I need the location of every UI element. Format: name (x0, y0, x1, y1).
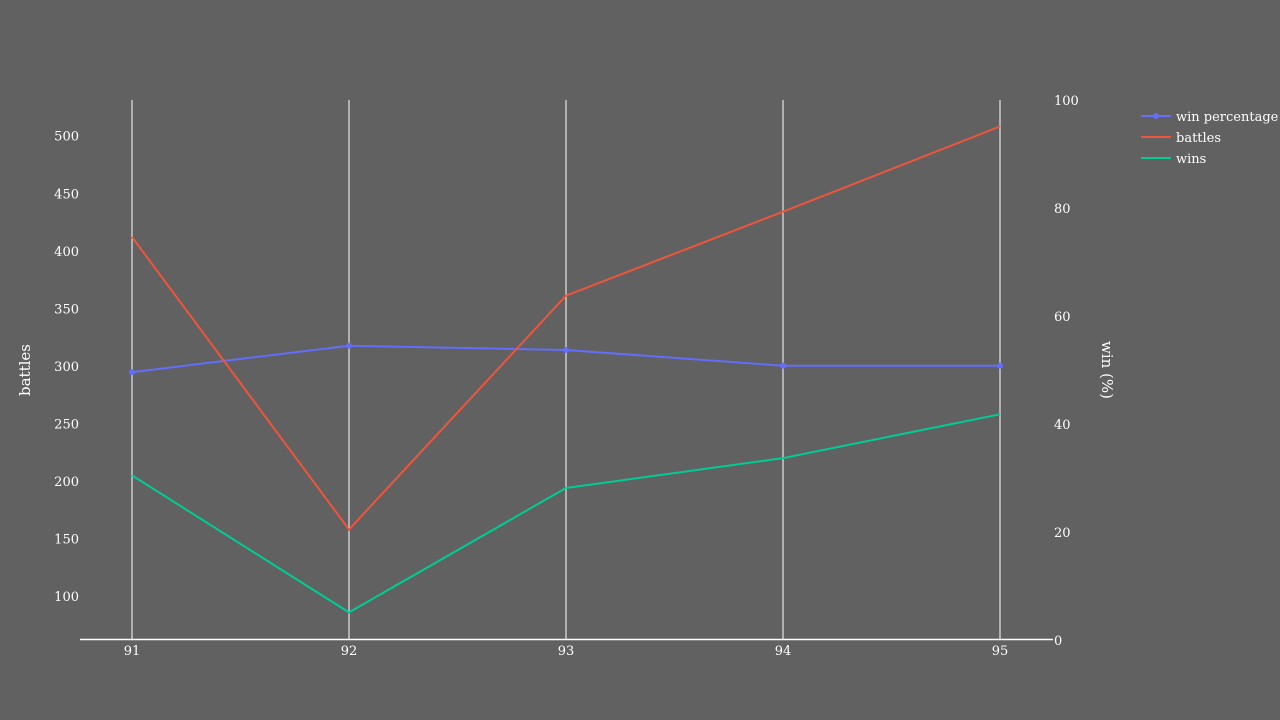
y-left-tick-label: 350 (54, 302, 79, 317)
legend-label: wins (1176, 152, 1206, 167)
x-tick-label: 92 (341, 644, 358, 659)
y-left-tick-label: 200 (54, 475, 79, 490)
y-left-tick-labels: 100 150 200 250 300 350 400 450 500 (54, 130, 79, 606)
y-left-tick-label: 450 (54, 187, 79, 202)
y-right-tick-label: 20 (1054, 526, 1071, 541)
series-layer (129, 125, 1003, 614)
y-left-tick-label: 500 (54, 130, 79, 145)
data-point-win-percentage (563, 347, 569, 354)
y-left-tick-label: 250 (54, 418, 79, 433)
data-point-win-percentage (780, 362, 786, 369)
y-right-tick-label: 100 (1054, 94, 1079, 109)
y-right-tick-label: 0 (1054, 634, 1062, 649)
y-left-axis-title: battles (16, 344, 34, 396)
series-line-battles (131, 125, 1001, 532)
y-right-tick-label: 60 (1054, 310, 1071, 325)
grid-lines (131, 100, 1001, 640)
legend-label: win percentage (1176, 110, 1279, 125)
y-right-tick-label: 40 (1054, 418, 1071, 433)
legend-item-wins[interactable]: wins (1141, 152, 1206, 167)
x-tick-labels: 91 92 93 94 95 (124, 644, 1009, 659)
x-tick-label: 94 (775, 644, 792, 659)
data-point-win-percentage (997, 362, 1003, 369)
legend-marker (1153, 113, 1159, 119)
y-left-tick-label: 400 (54, 245, 79, 260)
y-right-axis-title: win (%) (1098, 341, 1116, 399)
y-left-tick-label: 100 (54, 590, 79, 605)
legend-item-win-percentage[interactable]: win percentage (1141, 110, 1279, 125)
legend-label: battles (1176, 131, 1221, 146)
legend[interactable]: win percentage battles wins (1141, 110, 1279, 167)
x-tick-label: 91 (124, 644, 141, 659)
data-point-win-percentage (129, 369, 135, 376)
y-left-tick-label: 150 (54, 533, 79, 548)
data-point-win-percentage (346, 342, 352, 349)
x-tick-label: 93 (558, 644, 575, 659)
series-line-wins (131, 413, 1001, 614)
y-right-tick-label: 80 (1054, 202, 1071, 217)
y-right-tick-labels: 0 20 40 60 80 100 (1054, 94, 1079, 649)
legend-item-battles[interactable]: battles (1141, 131, 1221, 146)
y-left-tick-label: 300 (54, 360, 79, 375)
x-tick-label: 95 (992, 644, 1009, 659)
